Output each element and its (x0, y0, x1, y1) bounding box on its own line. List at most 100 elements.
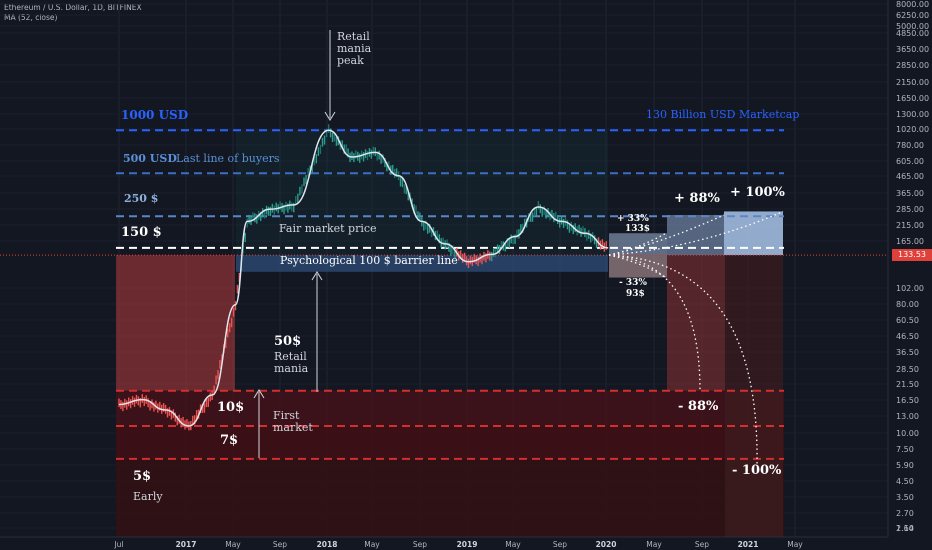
x-tick-2020: 2020 (596, 540, 617, 549)
chart-zones (116, 130, 784, 537)
y-tick-25: 16.50 (896, 396, 919, 405)
y-tick-14: 285.00 (896, 205, 924, 214)
y-tick-9: 1020.00 (896, 125, 929, 134)
arc-minus33 (608, 254, 667, 279)
y-tick-30: 4.50 (896, 477, 914, 486)
y-tick-16: 165.00 (896, 237, 924, 246)
x-tick-2018: 2018 (317, 540, 338, 549)
y-tick-8: 1300.00 (896, 110, 929, 119)
zone-barrier (236, 255, 608, 272)
arc-minus88 (608, 254, 701, 391)
y-tick-4: 3650.00 (896, 45, 929, 54)
y-tick-10: 780.00 (896, 141, 924, 150)
barrier-label: Psychological 100 $ barrier line (280, 254, 458, 267)
usd-500-label: 500 USD (123, 152, 177, 165)
ten-label: 10$ (217, 400, 245, 415)
x-axis: Jul 2017 May Sep 2018 May Sep 2019 May Sep 2020 May… (0, 536, 888, 549)
box-plus88 (667, 214, 724, 256)
early-label: Early (133, 490, 163, 503)
x-tick-Sep: Sep (413, 540, 427, 549)
minus100-label: - 100% (732, 463, 782, 478)
zone-early (116, 458, 784, 537)
x-tick-2017: 2017 (176, 540, 197, 549)
arc-plus100 (608, 210, 784, 256)
x-tick-Sep: Sep (553, 540, 567, 549)
x-tick-2019: 2019 (457, 540, 478, 549)
x-tick-May: May (364, 540, 380, 549)
box-minus100 (725, 255, 783, 537)
retail-mania-label: Retail mania (274, 350, 309, 375)
plus100-label: + 100% (730, 185, 785, 200)
symbol-header: Ethereum / U.S. Dollar, 1D, BITFINEX (4, 3, 142, 12)
minus33-price-label: 93$ (626, 289, 645, 299)
y-tick-3: 4850.00 (896, 29, 929, 38)
last-line-label: Last line of buyers (176, 152, 280, 165)
x-tick-May: May (505, 540, 521, 549)
x-tick-Jul: Jul (113, 540, 123, 549)
y-tick-23: 28.50 (896, 365, 919, 374)
y-tick-32: 2.70 (896, 509, 914, 518)
ma-series-line (118, 129, 609, 427)
y-tick-33: 2.10 (896, 524, 914, 533)
y-tick-20: 60.50 (896, 316, 919, 325)
x-tick-2021: 2021 (738, 540, 759, 549)
usd-1000-label: 1000 USD (121, 108, 189, 122)
box-minus88 (667, 255, 725, 391)
retail-mania-peak-label: Retail mania peak (337, 30, 372, 67)
peak-arrow-head (324, 111, 336, 121)
y-tick-15: 215.00 (896, 221, 924, 230)
first-market-arrow-head (253, 389, 265, 399)
y-tick-6: 2150.00 (896, 78, 929, 87)
first-market-label: First market (273, 409, 313, 434)
y-tick-28: 7.50 (896, 445, 914, 454)
box-minus33 (609, 255, 667, 278)
y-tick-34: 1.64 (896, 524, 914, 533)
x-tick-May: May (646, 540, 662, 549)
zone-retail-red (116, 255, 235, 391)
y-tick-0: 8000.00 (896, 0, 929, 9)
y-tick-1: 6250.00 (896, 11, 929, 20)
plus33-price-label: 133$ (625, 224, 651, 234)
minus33-label: - 33% (619, 278, 647, 288)
y-tick-12: 465.00 (896, 172, 924, 181)
y-tick-24: 21.50 (896, 380, 919, 389)
y-tick-29: 5.90 (896, 461, 914, 470)
y-tick-19: 80.00 (896, 300, 919, 309)
marketcap-label: 130 Billion USD Marketcap (646, 108, 800, 121)
y-tick-5: 2850.00 (896, 61, 929, 70)
fair-market-label: Fair market price (279, 222, 377, 235)
y-tick-11: 605.00 (896, 157, 924, 166)
arc-minus100 (608, 254, 758, 466)
y-tick-27: 10.00 (896, 429, 919, 438)
y-tick-2: 5000.00 (896, 22, 929, 31)
y-tick-26: 13.00 (896, 412, 919, 421)
x-tick-Sep: Sep (273, 540, 287, 549)
box-plus33 (609, 233, 667, 256)
fifty-label: 50$ (274, 334, 302, 349)
usd-250-label: 250 $ (124, 192, 159, 205)
x-tick-May: May (787, 540, 803, 549)
y-tick-31: 3.50 (896, 493, 914, 502)
y-tick-18: 102.00 (896, 284, 924, 293)
retail-arrow-head (311, 271, 323, 281)
y-tick-7: 1650.00 (896, 94, 929, 103)
x-tick-Sep: Sep (695, 540, 709, 549)
ma-line (118, 129, 609, 427)
current-price-tag: 133.53 (892, 249, 932, 261)
y-tick-21: 46.50 (896, 332, 919, 341)
y-tick-13: 365.00 (896, 189, 924, 198)
usd-150-label: 150 $ (121, 225, 162, 240)
minus88-label: - 88% (678, 399, 719, 414)
level-lines (0, 129, 888, 460)
five-label: 5$ (133, 469, 152, 484)
projection-overlay (253, 30, 784, 466)
zone-fair-market (236, 130, 608, 256)
x-tick-May: May (225, 540, 241, 549)
y-tick-22: 36.50 (896, 348, 919, 357)
plus33-label: + 33% (617, 214, 649, 224)
seven-label: 7$ (220, 433, 239, 448)
indicator-header: MA (52, close) (4, 13, 58, 22)
